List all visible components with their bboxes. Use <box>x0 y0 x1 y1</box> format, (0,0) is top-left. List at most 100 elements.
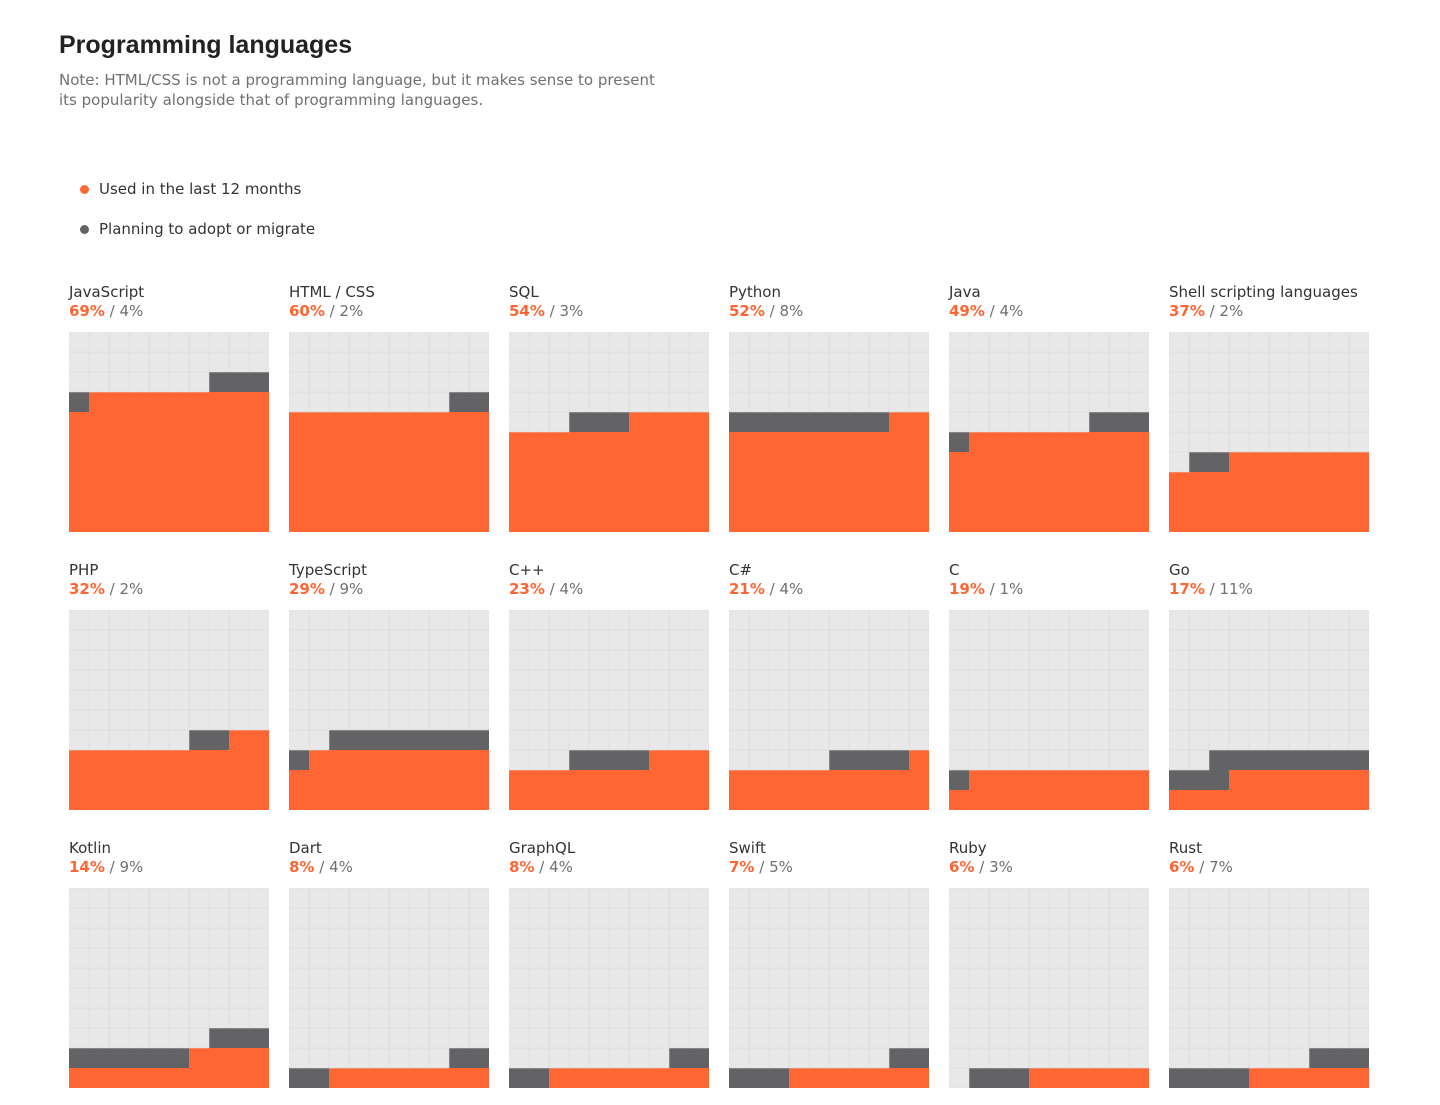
waffle-cell-used <box>1069 1068 1089 1088</box>
waffle-cell-empty <box>148 351 170 373</box>
waffle-cell-empty <box>1088 332 1110 353</box>
waffle-cell-used <box>129 452 149 472</box>
waffle-cell-used <box>549 790 569 810</box>
waffle-cell-used <box>969 452 989 472</box>
waffle-cell-empty <box>368 351 390 373</box>
waffle-cell-empty <box>308 332 330 353</box>
waffle-cell-used <box>169 452 189 472</box>
waffle-cell-used <box>649 412 669 432</box>
waffle-cell-empty <box>1348 332 1369 353</box>
waffle-cell-empty <box>348 351 370 373</box>
waffle-cell-empty <box>348 987 370 1009</box>
waffle-cell-empty <box>1188 927 1210 949</box>
waffle-cell-empty <box>228 332 250 353</box>
waffle-cell-empty <box>548 1007 570 1029</box>
waffle-cell-planning <box>289 1068 309 1088</box>
language-name: C# <box>729 561 753 579</box>
waffle-cell-empty <box>1288 669 1310 691</box>
waffle-cell-used <box>429 512 449 532</box>
waffle-cell-empty <box>468 927 489 949</box>
waffle-cell-empty <box>289 1027 310 1049</box>
waffle-cell-planning <box>149 1048 169 1068</box>
waffle-cell-used <box>209 750 229 770</box>
waffle-cell-empty <box>368 649 390 671</box>
waffle-cell-empty <box>148 1027 170 1049</box>
waffle-cell-empty <box>968 610 990 631</box>
waffle-cell-empty <box>1028 927 1050 949</box>
waffle-cell-empty <box>1008 411 1030 433</box>
value-separator: / <box>314 858 330 876</box>
waffle-cell-empty <box>548 888 570 909</box>
waffle-cell-empty <box>148 610 170 631</box>
waffle-cell-empty <box>729 351 750 373</box>
waffle-cell-used <box>1129 790 1149 810</box>
waffle-cell-empty <box>908 729 929 751</box>
waffle-cell-empty <box>608 907 630 929</box>
waffle-cell-empty <box>1128 1047 1149 1069</box>
waffle-cell-empty <box>69 967 90 989</box>
waffle-cell-empty <box>289 332 310 353</box>
waffle-cell-empty <box>688 391 709 413</box>
waffle-cell-planning <box>1309 750 1329 770</box>
waffle-cell-empty <box>1088 689 1110 711</box>
waffle-cell-empty <box>248 610 269 631</box>
waffle-cell-empty <box>388 709 410 731</box>
waffle-cell-used <box>89 750 109 770</box>
waffle-cell-used <box>749 492 769 512</box>
waffle-chart <box>69 610 269 810</box>
waffle-cell-empty <box>588 947 610 969</box>
waffle-cell-used <box>129 492 149 512</box>
waffle-cell-used <box>69 770 89 790</box>
waffle-cell-empty <box>1169 907 1190 929</box>
waffle-cell-empty <box>368 987 390 1009</box>
waffle-cell-empty <box>1088 351 1110 373</box>
waffle-cell-empty <box>748 332 770 353</box>
waffle-cell-used <box>1109 790 1129 810</box>
waffle-cell-empty <box>768 371 790 393</box>
waffle-cell-used <box>109 512 129 532</box>
waffle-cell-planning <box>829 750 849 770</box>
waffle-cell-used <box>169 412 189 432</box>
waffle-cell-empty <box>748 371 770 393</box>
waffle-cell-empty <box>1208 411 1230 433</box>
waffle-cell-used <box>749 432 769 452</box>
waffle-cell-empty <box>328 689 350 711</box>
waffle-cell-empty <box>1328 669 1350 691</box>
waffle-cell-empty <box>788 888 810 909</box>
waffle-chart <box>289 888 489 1088</box>
waffle-cell-empty <box>888 987 910 1009</box>
waffle-cell-empty <box>308 729 330 751</box>
waffle-cell-empty <box>388 689 410 711</box>
waffle-cell-empty <box>108 927 130 949</box>
waffle-cell-empty <box>848 610 870 631</box>
waffle-cell-used <box>1329 512 1349 532</box>
legend-item-used[interactable]: Used in the last 12 months <box>80 177 315 201</box>
legend-item-planning[interactable]: Planning to adopt or migrate <box>80 217 315 241</box>
waffle-cell-used <box>849 452 869 472</box>
waffle-cell-used <box>129 770 149 790</box>
waffle-cell-empty <box>1088 729 1110 751</box>
planning-percent: 9% <box>119 858 144 876</box>
waffle-cell-used <box>149 492 169 512</box>
waffle-cell-empty <box>1008 709 1030 731</box>
waffle-cell-empty <box>1188 351 1210 373</box>
waffle-cell-empty <box>1208 669 1230 691</box>
waffle-cell-empty <box>188 332 210 353</box>
language-name: Python <box>729 283 781 301</box>
waffle-cell-empty <box>1128 689 1149 711</box>
language-card: Rust 6% / 7% <box>1169 839 1369 1088</box>
language-name: Dart <box>289 839 322 857</box>
waffle-cell-empty <box>1248 332 1270 353</box>
waffle-cell-empty <box>1328 371 1350 393</box>
waffle-cell-used <box>469 1068 489 1088</box>
waffle-cell-empty <box>688 669 709 691</box>
waffle-cell-empty <box>1028 888 1050 909</box>
waffle-cell-empty <box>1108 1047 1130 1069</box>
waffle-cell-used <box>629 412 649 432</box>
waffle-cell-empty <box>848 987 870 1009</box>
waffle-cell-empty <box>848 649 870 671</box>
waffle-cell-empty <box>949 927 970 949</box>
waffle-cell-used <box>689 750 709 770</box>
waffle-cell-used <box>169 1068 189 1088</box>
waffle-chart <box>949 888 1149 1088</box>
